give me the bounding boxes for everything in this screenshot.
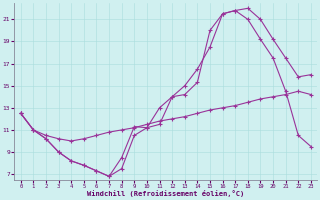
X-axis label: Windchill (Refroidissement éolien,°C): Windchill (Refroidissement éolien,°C): [87, 190, 244, 197]
